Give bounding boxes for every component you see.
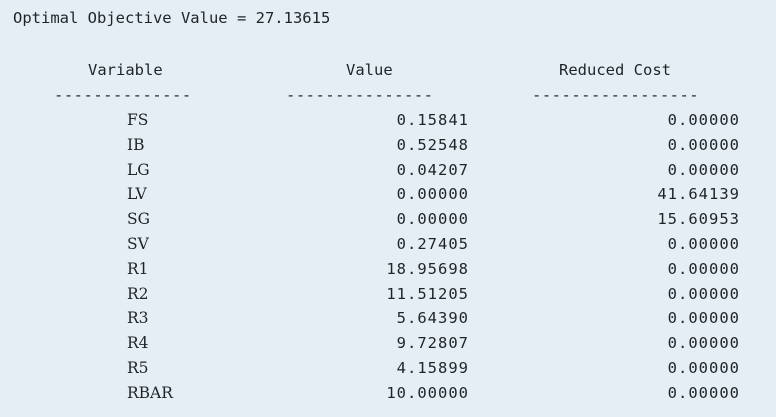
- table-row: FS 0.15841 0.00000: [0, 111, 776, 136]
- table-row: R1 18.95698 0.00000: [0, 260, 776, 285]
- variable-value: 11.51205: [386, 284, 469, 303]
- variable-value: 5.64390: [396, 309, 469, 328]
- reduced-cost: 0.00000: [667, 358, 740, 377]
- divider-reduced-cost: -----------------: [532, 86, 700, 104]
- variable-value: 4.15899: [396, 358, 469, 377]
- variable-value: 0.04207: [396, 160, 469, 179]
- table-row: R3 5.64390 0.00000: [0, 309, 776, 334]
- header-reduced-cost: Reduced Cost: [559, 61, 671, 79]
- variable-value: 0.15841: [396, 111, 469, 129]
- table-row: RBAR 10.00000 0.00000: [0, 384, 776, 409]
- reduced-cost: 0.00000: [667, 383, 740, 402]
- variable-value: 18.95698: [386, 259, 469, 278]
- table-row: LV 0.00000 41.64139: [0, 185, 776, 210]
- reduced-cost: 0.00000: [667, 259, 740, 278]
- variable-name: R2: [127, 284, 149, 303]
- variable-name: R3: [127, 309, 149, 328]
- variable-name: R1: [127, 259, 149, 278]
- reduced-cost: 0.00000: [667, 334, 740, 353]
- variable-value: 0.00000: [396, 185, 469, 204]
- variable-value: 0.00000: [396, 210, 469, 229]
- table-row: SG 0.00000 15.60953: [0, 210, 776, 235]
- variable-name: IB: [127, 135, 145, 154]
- table-row: R5 4.15899 0.00000: [0, 359, 776, 384]
- reduced-cost: 0.00000: [667, 284, 740, 303]
- reduced-cost: 41.64139: [657, 185, 740, 204]
- variable-name: LV: [127, 185, 147, 204]
- variable-name: SV: [127, 234, 149, 253]
- variable-name: R4: [127, 334, 149, 353]
- header-variable: Variable: [88, 61, 163, 79]
- reduced-cost: 0.00000: [667, 309, 740, 328]
- variable-value: 10.00000: [386, 383, 469, 402]
- reduced-cost: 15.60953: [657, 210, 740, 229]
- variable-name: RBAR: [127, 383, 173, 402]
- reduced-cost: 0.00000: [667, 160, 740, 179]
- objective-value-line: Optimal Objective Value = 27.13615: [13, 9, 331, 27]
- divider-value: ---------------: [286, 86, 434, 104]
- reduced-cost: 0.00000: [667, 234, 740, 253]
- variable-value: 9.72807: [396, 334, 469, 353]
- table-row: LG 0.04207 0.00000: [0, 161, 776, 186]
- variable-name: LG: [127, 160, 150, 179]
- variable-name: FS: [127, 111, 149, 129]
- variable-name: SG: [127, 210, 151, 229]
- results-table-body: FS 0.15841 0.00000 IB 0.52548 0.00000 LG…: [0, 111, 776, 409]
- reduced-cost: 0.00000: [667, 135, 740, 154]
- variable-value: 0.52548: [396, 135, 469, 154]
- divider-variable: --------------: [54, 86, 192, 104]
- variable-name: R5: [127, 358, 149, 377]
- table-row: R4 9.72807 0.00000: [0, 334, 776, 359]
- table-row: R2 11.51205 0.00000: [0, 285, 776, 310]
- header-value: Value: [346, 61, 393, 79]
- table-row: IB 0.52548 0.00000: [0, 136, 776, 161]
- table-row: SV 0.27405 0.00000: [0, 235, 776, 260]
- variable-value: 0.27405: [396, 234, 469, 253]
- reduced-cost: 0.00000: [667, 111, 740, 129]
